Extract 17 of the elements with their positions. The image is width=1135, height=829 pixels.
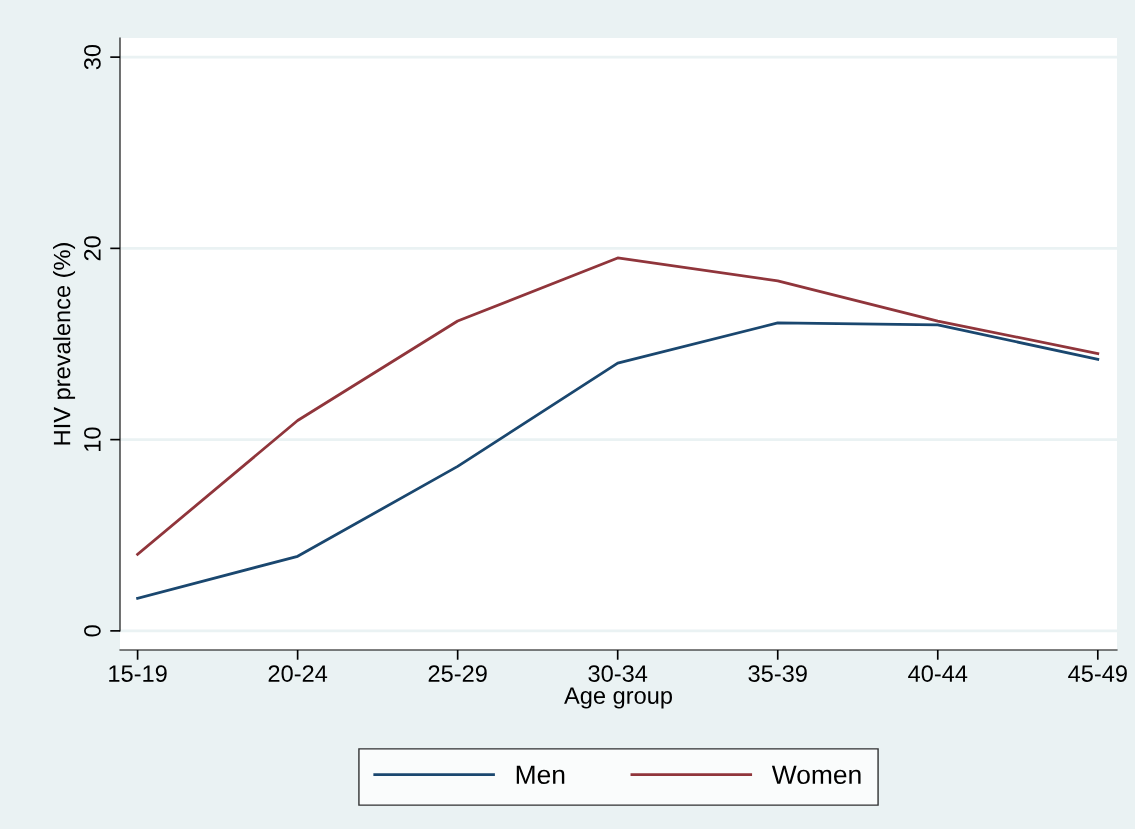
legend-label: Men xyxy=(516,765,565,785)
y-tick-label: 0 xyxy=(84,625,101,637)
x-tick-label: 25-29 xyxy=(428,665,487,682)
x-tick-label: 30-34 xyxy=(588,665,648,682)
x-tick-label: 20-24 xyxy=(268,665,328,682)
x-tick-label: 45-49 xyxy=(1068,665,1127,682)
y-tick-label: 20 xyxy=(84,236,101,261)
legend-label: Women xyxy=(771,765,861,785)
y-axis-title: HIV prevalence (%) xyxy=(53,243,76,445)
x-axis-title: Age group xyxy=(564,687,672,709)
y-tick-label: 30 xyxy=(84,44,101,70)
x-tick-label: 40-44 xyxy=(908,665,968,682)
line-series xyxy=(136,256,1100,556)
x-tick-label: 15-19 xyxy=(109,665,167,682)
y-tick-label: 10 xyxy=(84,427,101,451)
line-series xyxy=(136,321,1100,600)
x-tick-label: 35-39 xyxy=(748,665,807,682)
